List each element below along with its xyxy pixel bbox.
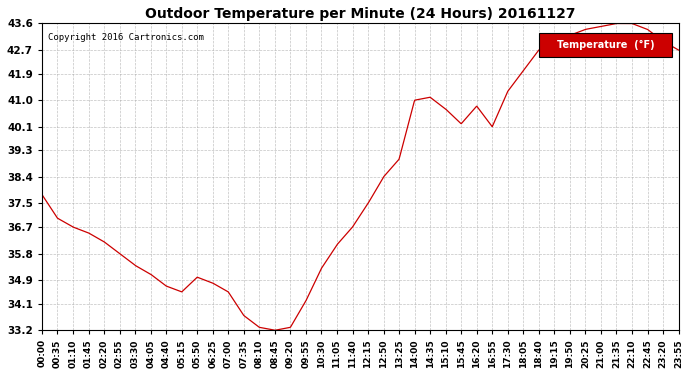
Title: Outdoor Temperature per Minute (24 Hours) 20161127: Outdoor Temperature per Minute (24 Hours…: [145, 7, 575, 21]
Text: Temperature  (°F): Temperature (°F): [557, 40, 654, 50]
Bar: [538, 33, 672, 57]
Text: Copyright 2016 Cartronics.com: Copyright 2016 Cartronics.com: [48, 33, 204, 42]
